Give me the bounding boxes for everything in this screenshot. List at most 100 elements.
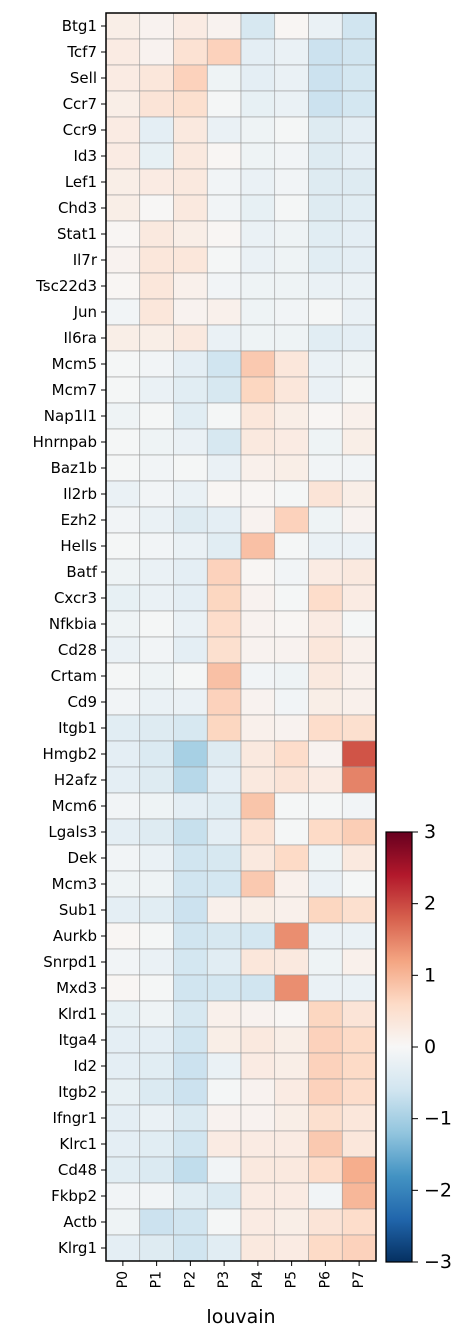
heatmap-cell — [240, 714, 276, 742]
gene-label: H2afz — [54, 771, 97, 789]
heatmap-cell — [105, 1182, 141, 1210]
heatmap-cell — [139, 220, 174, 248]
heatmap-cell — [206, 610, 242, 638]
heatmap-cell — [341, 1026, 377, 1054]
colorbar-tick-label: 1 — [424, 964, 436, 986]
heatmap-cell — [341, 636, 377, 664]
heatmap-cell — [341, 1182, 377, 1210]
heatmap-cell — [308, 38, 343, 66]
heatmap-cell — [105, 740, 141, 768]
heatmap-cell — [274, 168, 309, 196]
heatmap-cell — [105, 1208, 141, 1236]
heatmap-cell — [240, 974, 276, 1002]
heatmap-cell — [308, 974, 343, 1002]
heatmap-cell — [139, 350, 174, 378]
group-label: P5 — [284, 1271, 300, 1288]
heatmap-cell — [173, 168, 208, 196]
heatmap-cell — [139, 64, 174, 92]
heatmap-cell — [274, 896, 309, 924]
heatmap-cell — [274, 1000, 309, 1028]
heatmap-cell — [105, 870, 141, 898]
heatmap-cell — [308, 688, 343, 716]
heatmap-cell — [308, 272, 343, 300]
heatmap-cell — [173, 818, 208, 846]
heatmap-cell — [173, 766, 208, 794]
gene-label: Id3 — [74, 147, 98, 165]
heatmap-cell — [139, 194, 174, 222]
heatmap-cell — [341, 90, 377, 118]
heatmap-cell — [341, 766, 377, 794]
heatmap-cell — [173, 870, 208, 898]
heatmap-cell — [240, 1182, 276, 1210]
heatmap-frame — [105, 12, 377, 1262]
heatmap-cell — [139, 532, 174, 560]
heatmap-cell — [274, 1130, 309, 1158]
gene-label: Baz1b — [51, 459, 97, 477]
heatmap-cell — [173, 480, 208, 508]
heatmap-cell — [308, 142, 343, 170]
colorbar-tick-label: 2 — [424, 893, 436, 915]
heatmap-cell — [240, 298, 276, 326]
heatmap-cell — [341, 1208, 377, 1236]
gene-label: Sell — [70, 69, 97, 87]
heatmap-cell — [274, 480, 309, 508]
heatmap-cell — [206, 584, 242, 612]
heatmap-cell — [206, 376, 242, 404]
colorbar — [385, 831, 413, 1263]
heatmap-cell — [274, 1052, 309, 1080]
heatmap-cell — [308, 506, 343, 534]
heatmap-cell — [240, 90, 276, 118]
group-label: P7 — [351, 1271, 367, 1288]
heatmap-cell — [173, 714, 208, 742]
heatmap-cell — [139, 90, 174, 118]
heatmap-cell — [341, 584, 377, 612]
gene-label: Chd3 — [58, 199, 97, 217]
heatmap-cell — [274, 246, 309, 274]
heatmap-cell — [308, 766, 343, 794]
heatmap-cell — [105, 714, 141, 742]
heatmap-cell — [206, 324, 242, 352]
heatmap-cell — [139, 974, 174, 1002]
heatmap-cell — [341, 948, 377, 976]
heatmap-cell — [308, 636, 343, 664]
heatmap-cell — [139, 38, 174, 66]
heatmap-cell — [308, 116, 343, 144]
heatmap-cell — [308, 480, 343, 508]
heatmap-cell — [240, 376, 276, 404]
heatmap-cell — [308, 1130, 343, 1158]
heatmap-cell — [274, 116, 309, 144]
heatmap-cell — [206, 194, 242, 222]
heatmap-cell — [139, 792, 174, 820]
heatmap-cell — [274, 272, 309, 300]
heatmap-cell — [274, 350, 309, 378]
heatmap-cell — [105, 1078, 141, 1106]
heatmap-cell — [341, 376, 377, 404]
heatmap-cell — [173, 64, 208, 92]
heatmap-cell — [105, 792, 141, 820]
gene-label: Itgb1 — [58, 719, 97, 737]
heatmap-cell — [308, 792, 343, 820]
gene-label: Mcm3 — [52, 875, 97, 893]
heatmap-cell — [206, 506, 242, 534]
gene-label: Hnrnpab — [33, 433, 97, 451]
heatmap-cell — [105, 272, 141, 300]
heatmap-cell — [206, 168, 242, 196]
group-label: P4 — [250, 1271, 266, 1288]
gene-label: Tsc22d3 — [35, 277, 97, 295]
heatmap-cell — [274, 142, 309, 170]
heatmap-cell — [308, 324, 343, 352]
heatmap-cell — [308, 948, 343, 976]
heatmap-cell — [105, 818, 141, 846]
gene-label: Aurkb — [53, 927, 97, 945]
heatmap-cell — [308, 168, 343, 196]
heatmap-cell — [105, 1104, 141, 1132]
heatmap-cell — [308, 610, 343, 638]
heatmap-cell — [308, 1156, 343, 1184]
heatmap-cell — [173, 324, 208, 352]
heatmap-cell — [240, 740, 276, 768]
heatmap-cell — [341, 298, 377, 326]
heatmap-cell — [274, 792, 309, 820]
gene-label: Tcf7 — [66, 43, 97, 61]
heatmap-cell — [308, 12, 343, 40]
heatmap-cell — [139, 636, 174, 664]
